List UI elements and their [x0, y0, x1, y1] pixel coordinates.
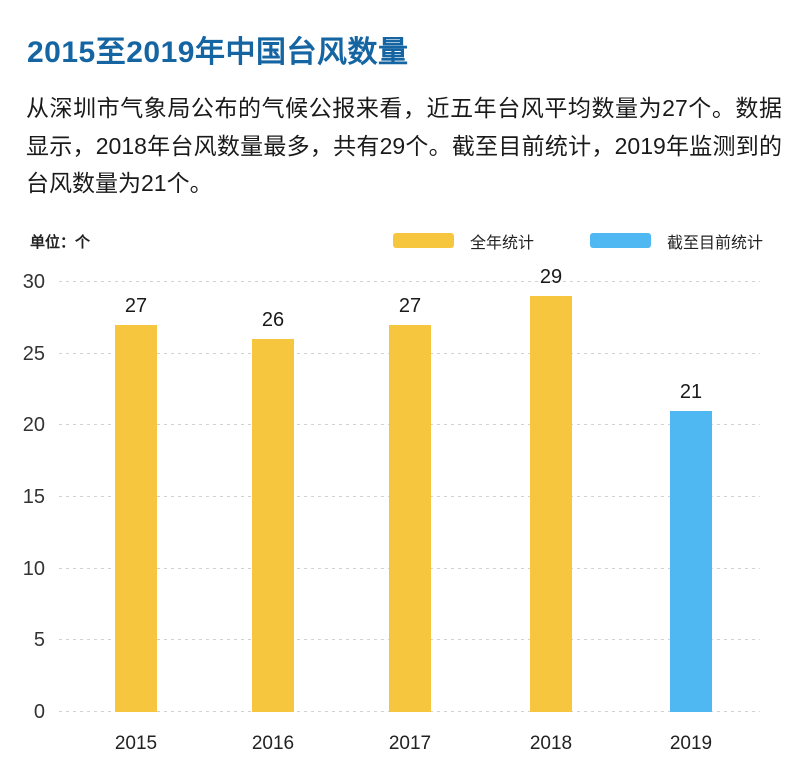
y-tick-label-5: 5 — [33, 629, 45, 651]
bar-2018 — [530, 296, 572, 712]
y-tick-label-0: 0 — [33, 701, 45, 723]
bar-2017 — [389, 325, 431, 712]
x-tick-label-2019: 2019 — [669, 733, 713, 754]
bar-value-label-2015: 27 — [124, 295, 148, 317]
x-tick-label-2017: 2017 — [388, 733, 432, 754]
gridline-30 — [59, 281, 760, 282]
y-tick-label-25: 25 — [22, 343, 45, 365]
bar-value-label-2017: 27 — [398, 295, 422, 317]
x-tick-label-2015: 2015 — [114, 733, 158, 754]
chart-plot: 27 26 27 29 21 — [59, 266, 760, 712]
bar-value-label-2019: 21 — [679, 381, 703, 403]
page-title: 2015至2019年中国台风数量 — [27, 36, 409, 69]
x-tick-label-2016: 2016 — [251, 733, 295, 754]
legend-label-todate: 截至目前统计 — [667, 234, 764, 252]
legend-item-annual: 全年统计 — [393, 231, 535, 252]
unit-label: 单位：个 — [30, 234, 91, 251]
y-axis: 0 5 10 15 20 25 30 — [0, 271, 45, 723]
legend-swatch-todate — [590, 233, 651, 248]
x-axis: 2015 2016 2017 2018 2019 — [59, 726, 760, 754]
y-tick-label-20: 20 — [22, 414, 45, 436]
intro-paragraph: 从深圳市气象局公布的气候公报来看，近五年台风平均数量为27个。数据显示，2018… — [26, 95, 782, 196]
bar-value-label-2018: 29 — [539, 266, 563, 288]
x-tick-label-2018: 2018 — [529, 733, 573, 754]
bar-2019 — [670, 411, 712, 712]
y-tick-label-15: 15 — [22, 486, 45, 508]
y-tick-label-10: 10 — [22, 558, 45, 580]
bar-2016 — [252, 339, 294, 712]
legend-item-todate: 截至目前统计 — [590, 231, 764, 252]
y-tick-label-30: 30 — [22, 271, 45, 293]
legend-label-annual: 全年统计 — [470, 234, 535, 252]
bar-value-label-2016: 26 — [261, 309, 285, 331]
legend-swatch-annual — [393, 233, 454, 248]
bar-2015 — [115, 325, 157, 712]
